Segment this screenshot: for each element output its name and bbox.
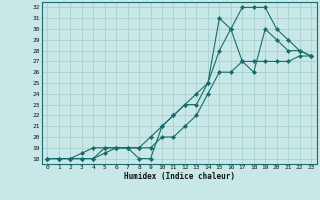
X-axis label: Humidex (Indice chaleur): Humidex (Indice chaleur) bbox=[124, 172, 235, 181]
